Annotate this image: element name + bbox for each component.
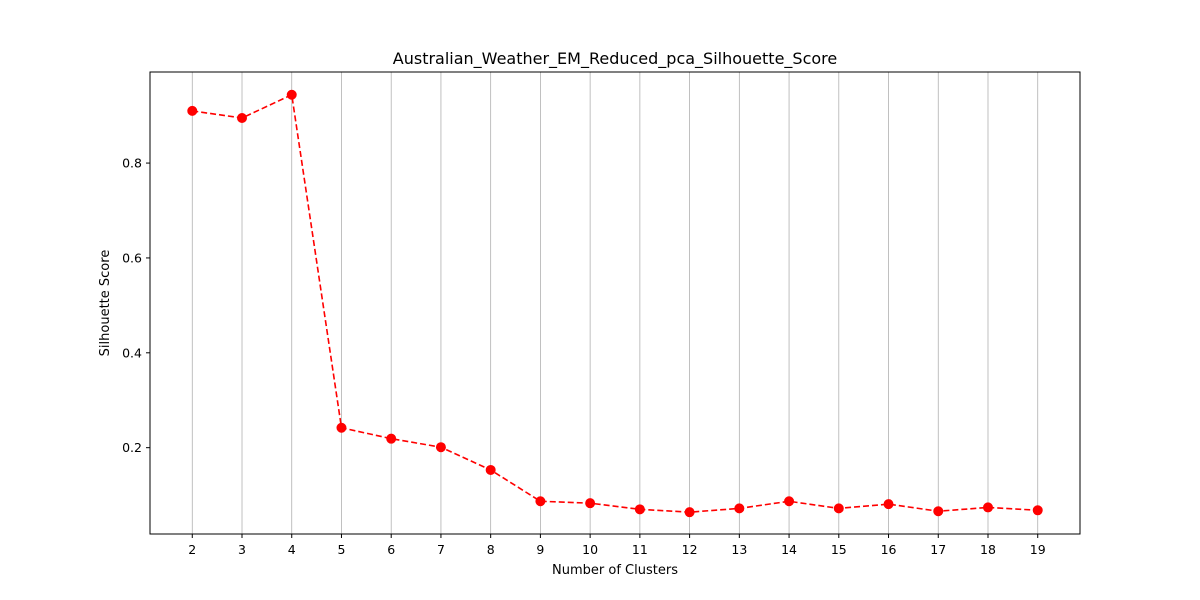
data-point [1032,505,1043,516]
x-tick-label: 13 [731,542,747,557]
x-tick-label: 8 [487,542,495,557]
x-tick-label: 18 [980,542,996,557]
y-tick-label: 0.8 [122,156,142,171]
x-tick-label: 5 [337,542,345,557]
data-point [535,496,546,507]
x-tick-label: 7 [437,542,445,557]
x-tick-label: 15 [831,542,847,557]
x-tick-label: 2 [188,542,196,557]
x-tick-label: 10 [582,542,598,557]
y-tick-label: 0.6 [122,250,142,265]
data-point [883,499,894,510]
grid-lines [191,72,1039,534]
x-tick-label: 16 [881,542,897,557]
data-point [237,113,248,124]
data-point [933,506,944,517]
x-tick-label: 9 [536,542,544,557]
series-line [192,93,1038,513]
data-point [386,433,397,444]
chart-title: Australian_Weather_EM_Reduced_pca_Silhou… [393,49,837,69]
data-point [684,507,695,518]
x-tick-label: 19 [1030,542,1046,557]
data-point [634,504,645,515]
y-axis-ticks: 0.2 0.4 0.6 0.8 [122,156,150,455]
data-point [734,503,745,514]
data-point [435,442,446,453]
y-tick-label: 0.4 [122,345,142,360]
plot-frame [149,71,1081,535]
series-polyline [192,93,1038,513]
data-point [982,502,993,513]
data-point [286,89,297,100]
x-tick-label: 12 [682,542,698,557]
x-tick-label: 17 [930,542,946,557]
x-tick-label: 3 [238,542,246,557]
data-point [833,503,844,514]
x-axis-ticks: 2 3 4 5 6 7 8 9 10 11 12 13 14 15 16 17 18 19 [188,534,1046,557]
data-point [187,105,198,116]
x-tick-label: 14 [781,542,797,557]
data-point [336,422,347,433]
x-tick-label: 11 [632,542,648,557]
x-axis-title: Number of Clusters [552,563,678,578]
x-tick-label: 4 [288,542,296,557]
data-point [485,464,496,475]
series-markers [187,89,1043,518]
y-tick-label: 0.2 [122,440,142,455]
y-axis-title: Silhouette Score [98,250,113,357]
data-point [784,496,795,507]
x-tick-label: 6 [387,542,395,557]
data-point [585,498,596,509]
